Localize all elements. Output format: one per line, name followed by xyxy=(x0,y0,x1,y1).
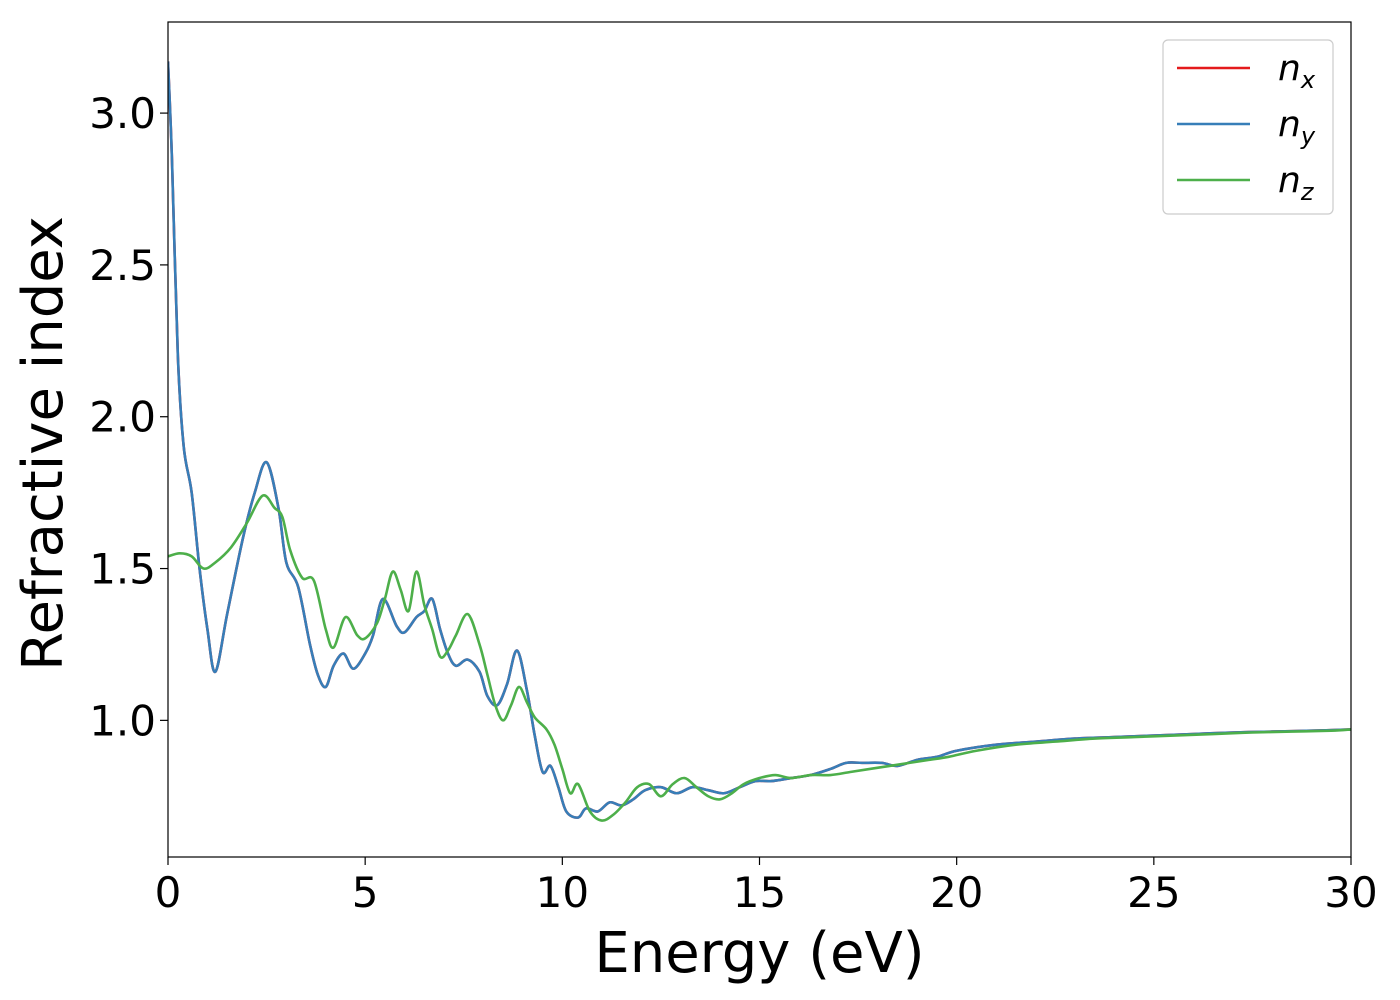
legend: nx ny nz xyxy=(1162,39,1334,215)
x-tick-label: 15 xyxy=(733,868,786,917)
y-axis: 1.0 1.5 2.0 2.5 3.0 xyxy=(89,89,168,745)
x-tick-label: 0 xyxy=(155,868,182,917)
x-tick-label: 30 xyxy=(1324,868,1377,917)
x-tick-label: 5 xyxy=(352,868,379,917)
y-axis-title: Refractive index xyxy=(11,216,76,671)
y-tick-label: 3.0 xyxy=(89,89,156,138)
y-tick-label: 1.0 xyxy=(89,696,156,745)
series-layer xyxy=(168,61,1351,822)
y-tick-label: 2.5 xyxy=(89,241,156,290)
x-tick-label: 25 xyxy=(1127,868,1180,917)
legend-box xyxy=(1162,39,1334,215)
legend-label-n-z: nz xyxy=(1278,160,1315,206)
legend-label-n-x: nx xyxy=(1278,48,1316,94)
x-tick-label: 10 xyxy=(536,868,589,917)
y-tick-label: 1.5 xyxy=(89,545,156,594)
series-line-n-z xyxy=(168,494,1351,822)
x-axis-title: Energy (eV) xyxy=(594,921,924,986)
y-tick-label: 2.0 xyxy=(89,393,156,442)
legend-label-n-y: ny xyxy=(1278,104,1316,150)
x-axis: 0 5 10 15 20 25 30 xyxy=(155,857,1378,917)
x-tick-label: 20 xyxy=(930,868,983,917)
